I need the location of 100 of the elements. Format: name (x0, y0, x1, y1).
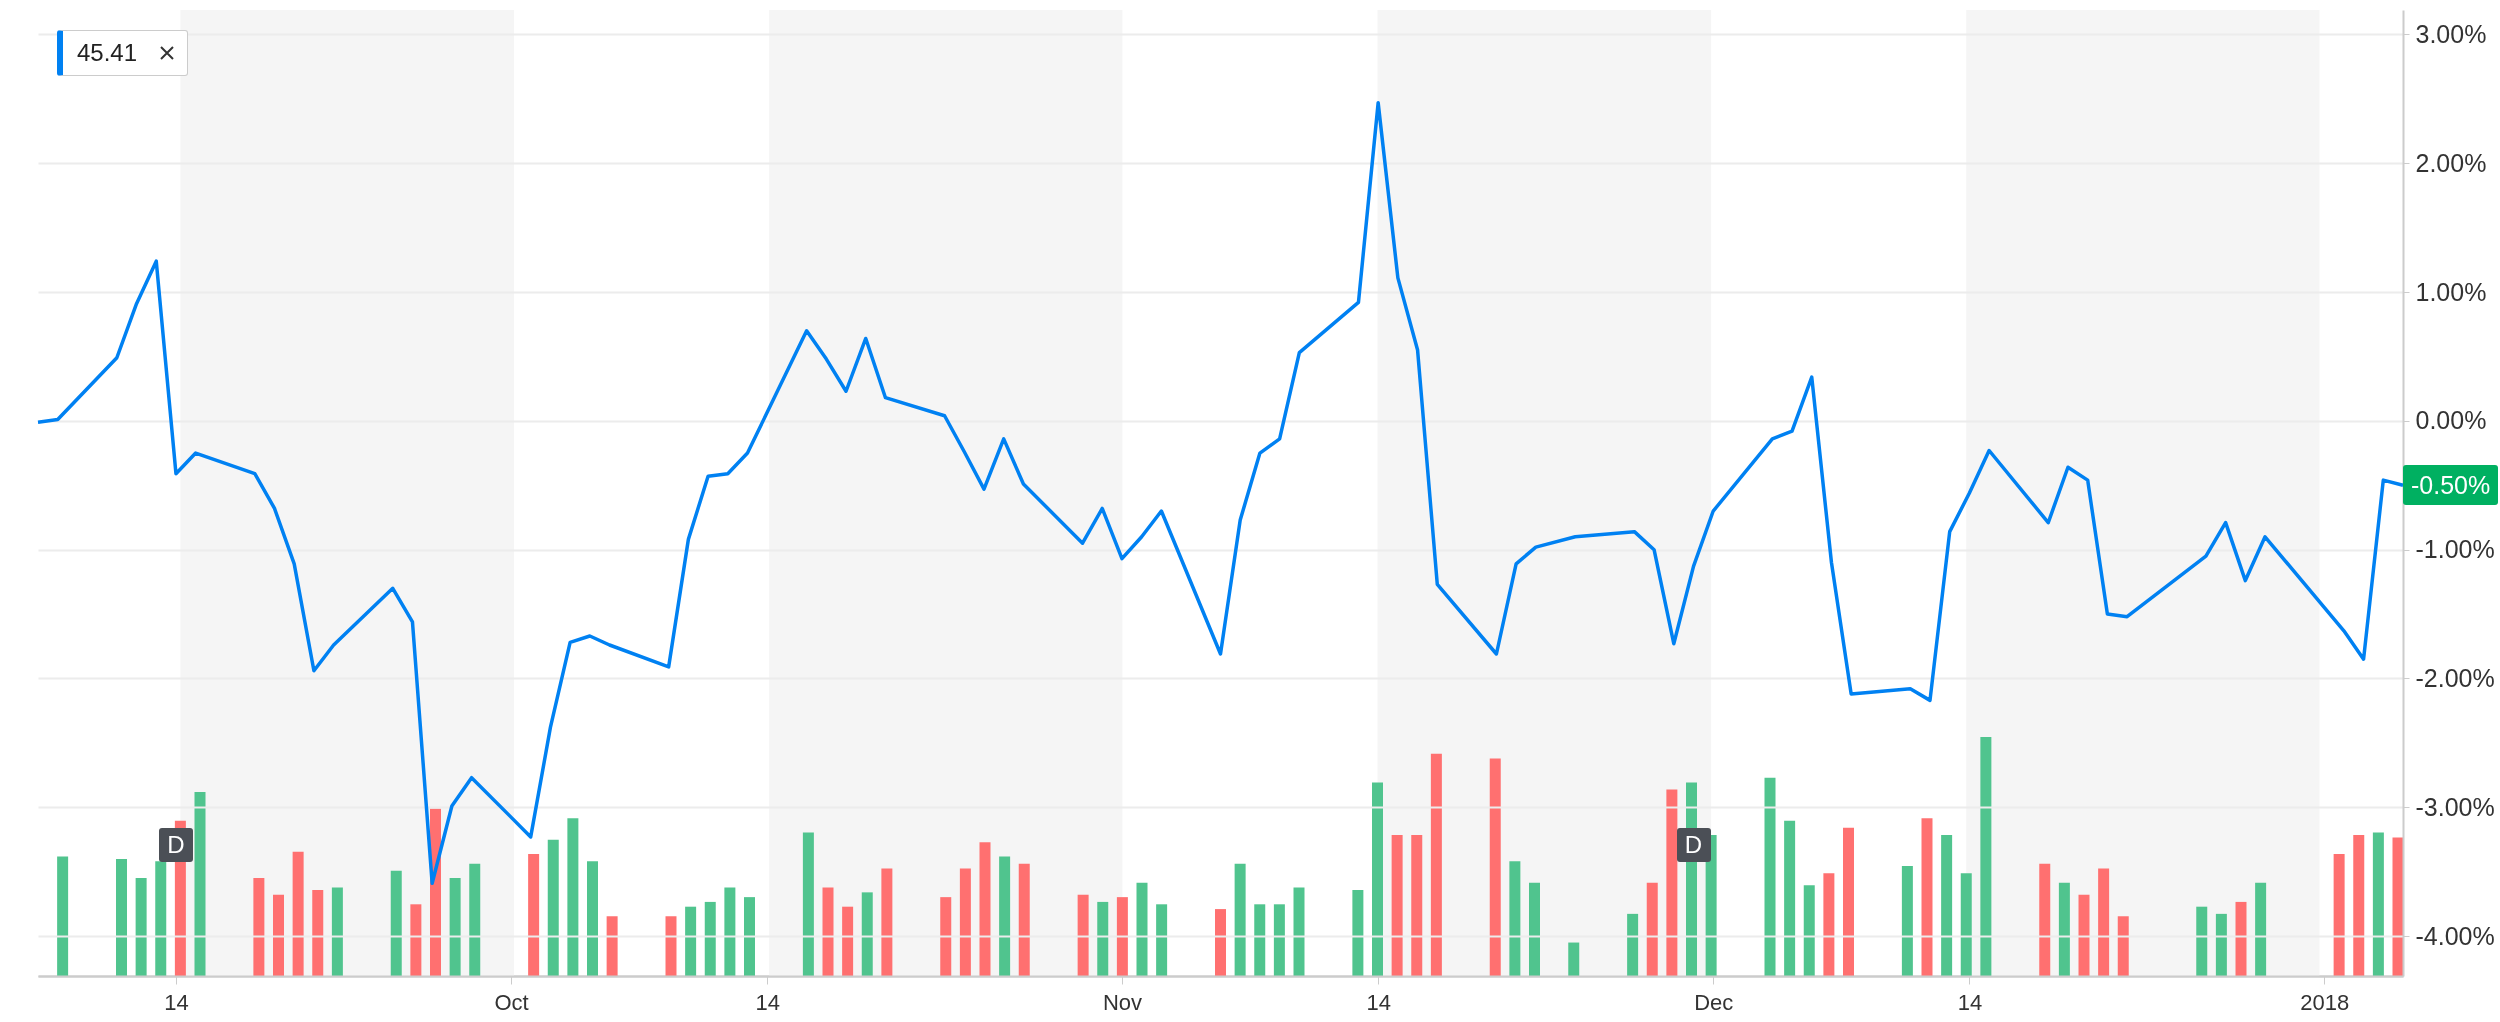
bar (2215, 913, 2227, 976)
bar (744, 897, 755, 976)
bar (1352, 889, 1364, 976)
bar (2372, 832, 2384, 976)
x-tick-label: Oct (494, 989, 529, 1015)
bar (1901, 866, 1913, 976)
bar (1843, 827, 1854, 976)
bar (999, 856, 1011, 976)
bar (1136, 882, 1148, 976)
annotation: D (158, 827, 193, 862)
y-tick-label: -2.00% (2415, 663, 2495, 692)
bar (1803, 885, 1815, 976)
bar (1254, 904, 1266, 976)
bar (1960, 873, 1972, 976)
bar (1430, 753, 1442, 976)
bar (1156, 904, 1168, 976)
bar (2058, 882, 2070, 976)
bar (390, 870, 402, 976)
bar (1823, 873, 1835, 976)
bar (881, 868, 893, 976)
bar (1489, 758, 1501, 976)
bar (1077, 894, 1089, 976)
bar (2333, 854, 2345, 976)
bar (253, 878, 265, 976)
bar (469, 863, 481, 976)
bar (116, 858, 127, 976)
bar (1215, 909, 1226, 976)
x-tick-label: 14 (164, 989, 189, 1015)
bar (292, 851, 304, 976)
bar (1627, 913, 1639, 976)
bar (1764, 777, 1776, 976)
y-tick-label: 3.00% (2415, 19, 2487, 48)
bar (1018, 863, 1030, 976)
y-tick-label: 1.00% (2415, 277, 2487, 306)
bar (1568, 942, 1580, 976)
bar (724, 887, 736, 976)
line-series (36, 100, 2405, 886)
bar (1411, 834, 1423, 976)
bar (861, 892, 873, 976)
x-tick-label: 14 (755, 989, 780, 1015)
bar (1372, 782, 1383, 976)
bar (2353, 834, 2365, 976)
bar (273, 894, 284, 976)
bar (1116, 897, 1128, 976)
bar (1705, 834, 1717, 976)
bar (704, 901, 716, 976)
bar (665, 916, 677, 976)
y-tick-label: -3.00% (2415, 792, 2495, 821)
bar (940, 897, 952, 976)
annotation: -0.50% (2403, 465, 2499, 506)
bar (802, 832, 814, 976)
bar (312, 889, 324, 976)
bar (449, 878, 461, 976)
bar (822, 887, 834, 976)
bar (2392, 837, 2404, 976)
y-tick-label: -4.00% (2415, 921, 2495, 950)
bar (2196, 906, 2208, 976)
bar (1391, 834, 1403, 976)
bar (194, 791, 206, 976)
bar (2117, 916, 2129, 976)
bar (57, 856, 69, 976)
x-tick-label: 2018 (2300, 989, 2350, 1015)
bar (842, 906, 854, 976)
bar (135, 878, 147, 976)
y-tick-label: -1.00% (2415, 535, 2495, 564)
x-tick-label: 14 (1957, 989, 1983, 1015)
bar (1921, 818, 1933, 976)
bar (2235, 901, 2247, 976)
bar (1273, 904, 1285, 976)
bar (155, 861, 167, 976)
bar (1784, 820, 1796, 976)
bar (331, 887, 343, 976)
bar (587, 861, 598, 976)
bar (2098, 868, 2110, 976)
x-tick-label: Nov (1102, 989, 1143, 1015)
bar (528, 854, 540, 976)
bar (1234, 863, 1246, 976)
bar (606, 916, 618, 976)
bar (410, 904, 422, 976)
bar (959, 868, 971, 976)
y-tick-label: 2.00% (2415, 148, 2487, 177)
y-tick-label: 0.00% (2415, 406, 2487, 435)
bar (1666, 789, 1678, 976)
bar (1509, 861, 1521, 976)
bar (1941, 834, 1953, 976)
bar (1293, 887, 1305, 976)
bar (1529, 882, 1540, 976)
bar (2078, 894, 2090, 976)
bar (1097, 901, 1109, 976)
bar (1980, 737, 1992, 976)
bar (979, 842, 991, 976)
annotation: D (1676, 827, 1711, 862)
bar (2255, 882, 2267, 976)
bar (685, 906, 697, 976)
x-tick-label: Dec (1694, 989, 1734, 1015)
bar (567, 818, 579, 976)
x-tick-label: 14 (1366, 989, 1391, 1015)
bar (2039, 863, 2051, 976)
bar (547, 839, 559, 976)
annotation: 45.41 (77, 39, 138, 67)
